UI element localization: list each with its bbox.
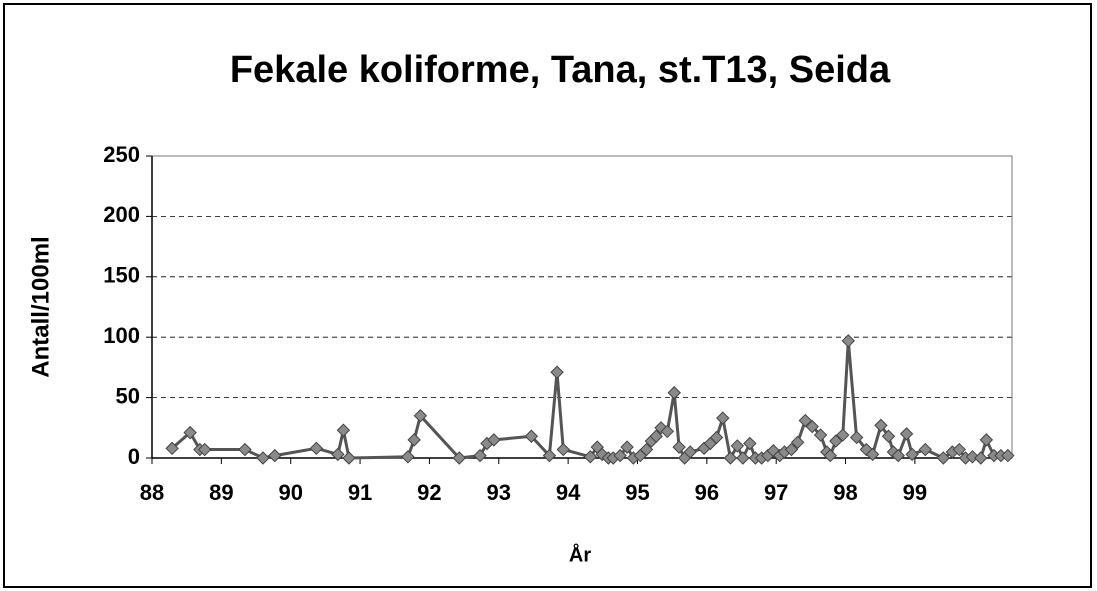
data-point xyxy=(336,423,351,437)
y-tick-label: 200 xyxy=(103,202,140,227)
y-tick-label: 250 xyxy=(103,142,140,167)
data-point xyxy=(813,428,828,442)
chart-title: Fekale koliforme, Tana, st.T13, Seida xyxy=(230,49,891,91)
data-point xyxy=(407,433,421,447)
data-point xyxy=(736,451,750,465)
data-point xyxy=(660,424,675,439)
y-tick-label: 150 xyxy=(103,263,140,288)
x-axis-label: År xyxy=(569,542,591,566)
data-point xyxy=(309,441,324,456)
data-point xyxy=(918,442,933,457)
data-point xyxy=(836,428,850,442)
data-point xyxy=(743,436,757,451)
data-point xyxy=(198,442,212,457)
x-tick-label: 90 xyxy=(278,480,302,505)
data-point xyxy=(256,451,270,465)
data-point xyxy=(473,448,487,463)
data-point xyxy=(542,448,557,463)
data-point xyxy=(891,448,905,463)
data-point xyxy=(965,450,980,464)
data-point xyxy=(649,429,663,443)
x-tick-label: 99 xyxy=(903,480,927,505)
data-point xyxy=(413,409,428,423)
data-point xyxy=(790,435,805,450)
x-tick-label: 91 xyxy=(348,480,372,505)
data-point xyxy=(639,442,654,457)
data-point xyxy=(183,425,197,440)
data-point xyxy=(841,334,856,348)
y-tick-label: 0 xyxy=(128,444,140,469)
x-tick-label: 94 xyxy=(556,480,581,505)
data-point xyxy=(452,451,466,465)
x-tick-label: 98 xyxy=(833,480,857,505)
data-point xyxy=(905,447,919,462)
data-point xyxy=(709,430,724,445)
data-point xyxy=(979,433,994,447)
data-point xyxy=(683,445,697,459)
y-tick-label: 50 xyxy=(116,383,140,408)
data-point xyxy=(881,429,896,443)
data-point xyxy=(331,447,345,462)
data-point xyxy=(829,434,843,448)
data-point xyxy=(620,440,634,454)
x-tick-label: 97 xyxy=(764,480,788,505)
data-point xyxy=(823,448,837,463)
data-point xyxy=(487,433,501,447)
y-tick-label: 100 xyxy=(103,323,140,348)
data-point xyxy=(865,447,880,462)
data-point xyxy=(556,442,570,457)
data-point xyxy=(805,419,819,434)
data-point xyxy=(730,439,745,453)
data-point xyxy=(342,451,356,465)
data-point xyxy=(583,450,598,464)
x-tick-label: 93 xyxy=(487,480,511,505)
data-point xyxy=(268,448,282,463)
data-point xyxy=(936,451,951,465)
data-point xyxy=(723,451,738,465)
data-point xyxy=(952,442,966,457)
data-point xyxy=(667,386,681,400)
y-axis-label: Antall/100ml xyxy=(27,236,54,377)
data-point xyxy=(716,411,730,425)
x-tick-label: 89 xyxy=(209,480,233,505)
data-point xyxy=(613,448,627,463)
data-point xyxy=(165,441,179,456)
data-point xyxy=(595,447,609,462)
data-point xyxy=(238,442,252,457)
x-tick-label: 96 xyxy=(695,480,719,505)
data-point xyxy=(524,429,539,443)
data-point xyxy=(798,413,813,428)
data-point xyxy=(1001,448,1015,463)
data-point xyxy=(859,442,874,457)
data-point xyxy=(974,451,988,465)
x-tick-label: 88 xyxy=(140,480,164,505)
data-point xyxy=(654,421,668,435)
data-point xyxy=(401,450,415,464)
x-tick-label: 92 xyxy=(417,480,441,505)
data-point xyxy=(899,427,914,441)
x-tick-label: 95 xyxy=(625,480,649,505)
data-point xyxy=(874,418,888,433)
data-point xyxy=(784,442,799,457)
data-point xyxy=(672,440,686,454)
data-point xyxy=(550,365,564,379)
data-point xyxy=(849,430,864,445)
chart-border xyxy=(3,3,1092,588)
